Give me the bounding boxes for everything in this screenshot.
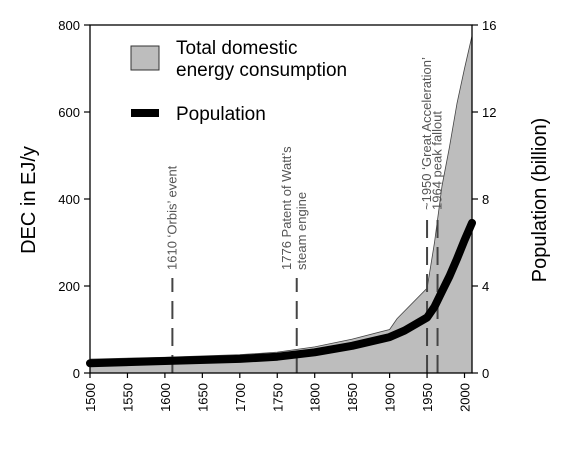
right-tick-label: 16 [482, 18, 496, 33]
x-tick-label: 1500 [83, 383, 98, 412]
population-line-layer [86, 218, 476, 368]
legend-swatch-energy [130, 45, 160, 71]
annotation-labels: 1610 ‘Orbis’ event 1776 Patent of Watt’ss… [164, 57, 444, 270]
right-tick-label: 0 [482, 366, 489, 381]
x-tick-label: 1850 [345, 383, 360, 412]
right-axis-title: Population (billion) [529, 118, 551, 283]
x-axis-ticks: 1500 1550 1600 1650 1700 1750 1800 1850 1900 1950… [83, 373, 473, 412]
left-axis-title: DEC in EJ/y [18, 146, 40, 254]
x-tick-label: 1650 [195, 383, 210, 412]
legend-label-energy: Total domestic energy consumption [176, 38, 347, 81]
left-tick-label: 800 [58, 18, 80, 33]
legend-label-population: Population [176, 104, 266, 125]
x-tick-label: 1750 [270, 383, 285, 412]
annotation-label-line: 1610 ‘Orbis’ event [164, 165, 179, 270]
annotation-label: 1776 Patent of Watt’ssteam engine [279, 146, 309, 270]
annotation-label-line: ~1950 ‘Great Acceleration’ [419, 57, 434, 210]
left-tick-label: 400 [58, 192, 80, 207]
energy-area [89, 35, 473, 374]
left-axis-ticks: 0 200 400 600 800 [58, 18, 90, 381]
annotation-label: ~1950 ‘Great Acceleration’ [419, 57, 434, 210]
x-tick-label: 1700 [233, 383, 248, 412]
right-tick-label: 4 [482, 279, 489, 294]
right-axis-ticks: 0 4 8 12 16 [472, 18, 496, 381]
legend: Total domestic energy consumption Popula… [130, 38, 347, 125]
left-tick-label: 200 [58, 279, 80, 294]
left-tick-label: 0 [73, 366, 80, 381]
energy-area-layer [89, 35, 473, 374]
right-tick-label: 12 [482, 105, 496, 120]
x-tick-label: 2000 [458, 383, 473, 412]
right-tick-label: 8 [482, 192, 489, 207]
annotation-label-line: 1964 peak fallout [430, 111, 445, 210]
x-tick-label: 1950 [420, 383, 435, 412]
annotation-label: 1964 peak fallout [430, 111, 445, 210]
x-tick-label: 1800 [308, 383, 323, 412]
legend-label-energy-line-2: energy consumption [176, 60, 347, 81]
left-tick-label: 600 [58, 105, 80, 120]
x-tick-label: 1550 [120, 383, 135, 412]
x-tick-label: 1900 [383, 383, 398, 412]
annotation-label-line: 1776 Patent of Watt’s [279, 146, 294, 270]
annotation-label: 1610 ‘Orbis’ event [164, 165, 179, 270]
legend-label-energy-line-1: Total domestic [176, 38, 297, 59]
x-tick-label: 1600 [158, 383, 173, 412]
population-line [86, 218, 476, 368]
annotation-label-line: steam engine [294, 192, 309, 270]
